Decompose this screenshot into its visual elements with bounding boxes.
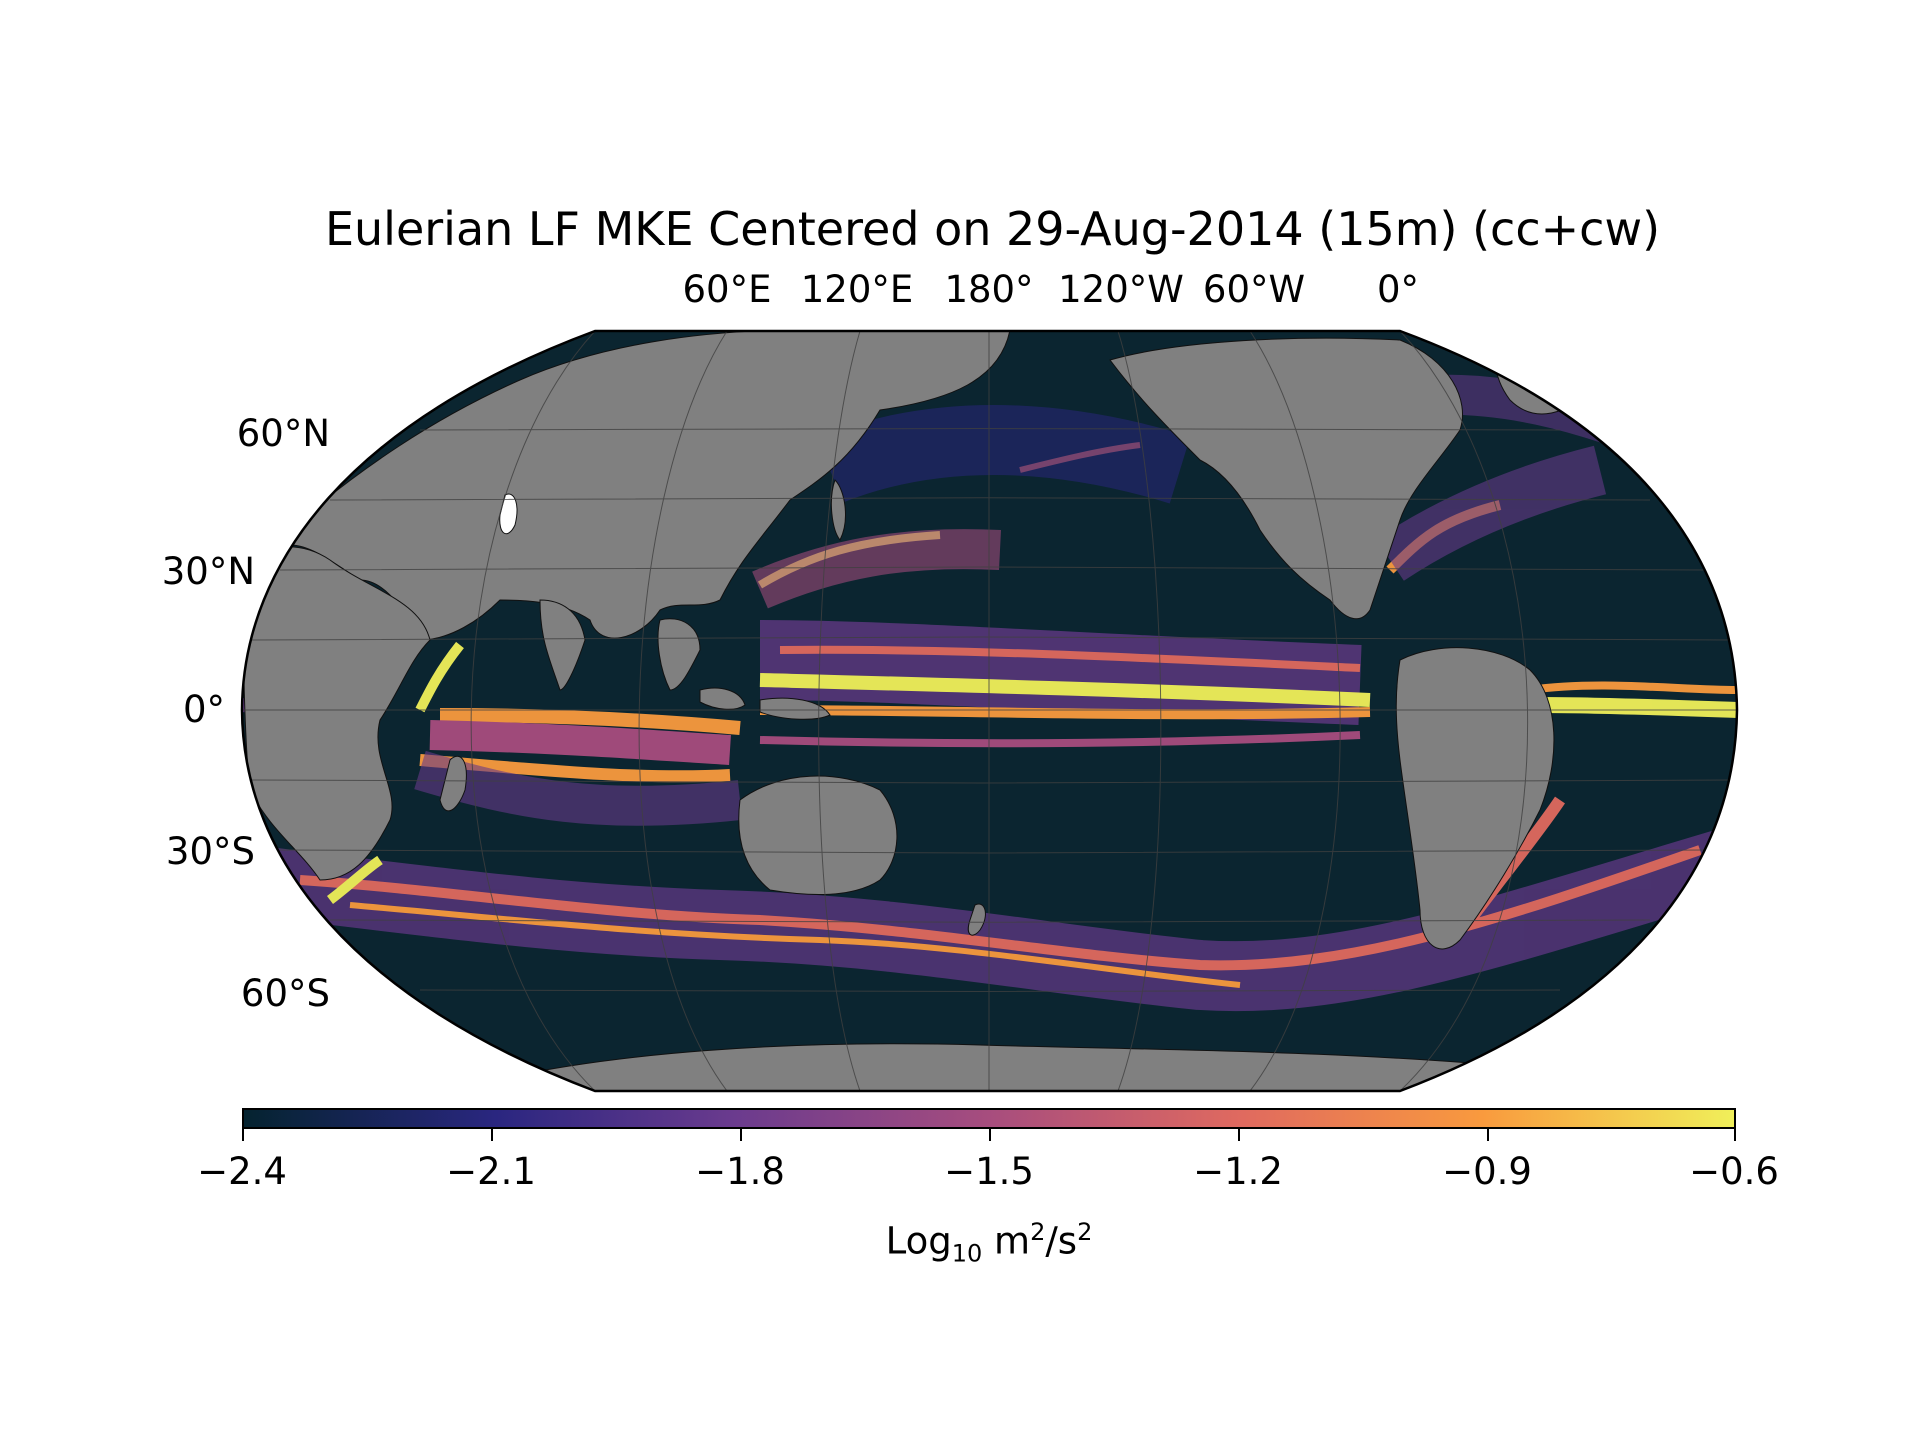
colorbar-tick-label: −2.4 (197, 1150, 287, 1193)
lon-label-60w: 60°W (1202, 268, 1306, 311)
lon-label-120w: 120°W (1058, 268, 1184, 311)
colorbar-label: Log10 m2/s2 (885, 1218, 1093, 1268)
colorbar-tick (1487, 1129, 1489, 1141)
colorbar-tick (1238, 1129, 1240, 1141)
colorbar-tick-label: −1.2 (1193, 1150, 1283, 1193)
lat-label-30n: 30°N (161, 550, 255, 593)
map-body (242, 331, 1737, 1091)
colorbar-gradient (242, 1108, 1736, 1129)
lat-label-60s: 60°S (240, 972, 330, 1015)
colorbar (242, 1108, 1736, 1129)
colorbar-tick-label: −0.6 (1689, 1150, 1779, 1193)
colorbar-tick (491, 1129, 493, 1141)
colorbar-tick-label: −1.8 (695, 1150, 785, 1193)
lon-label-60e: 60°E (682, 268, 772, 311)
colorbar-tick (242, 1129, 244, 1141)
lon-label-0: 0° (1376, 268, 1420, 311)
colorbar-tick-label: −0.9 (1442, 1150, 1532, 1193)
lon-label-180: 180° (944, 268, 1034, 311)
lat-label-60n: 60°N (236, 412, 330, 455)
lon-label-120e: 120°E (800, 268, 914, 311)
colorbar-tick (989, 1129, 991, 1141)
map-title: Eulerian LF MKE Centered on 29-Aug-2014 … (324, 202, 1661, 256)
colorbar-tick-label: −2.1 (446, 1150, 536, 1193)
colorbar-tick-label: −1.5 (944, 1150, 1034, 1193)
colorbar-tick (1734, 1129, 1736, 1141)
caspian-sea (499, 493, 518, 535)
colorbar-tick (740, 1129, 742, 1141)
map-outline (240, 329, 1739, 1093)
lat-label-30s: 30°S (165, 830, 255, 873)
lat-label-0: 0° (182, 688, 225, 731)
